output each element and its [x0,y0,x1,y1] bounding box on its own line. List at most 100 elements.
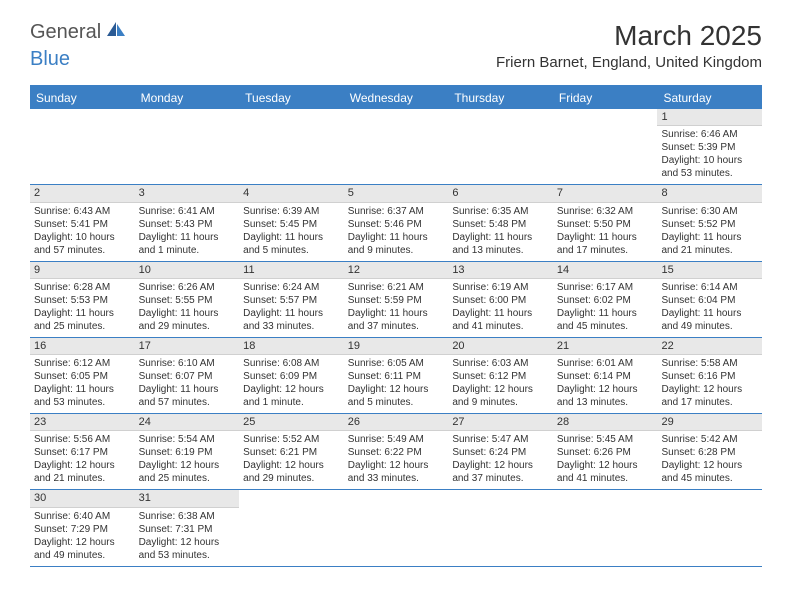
sunset-text: Sunset: 5:39 PM [661,141,758,154]
sunset-text: Sunset: 5:53 PM [34,294,131,307]
day-body: Sunrise: 6:28 AMSunset: 5:53 PMDaylight:… [30,279,135,337]
day-cell [448,490,553,565]
day-cell: 29Sunrise: 5:42 AMSunset: 6:28 PMDayligh… [657,414,762,489]
day-number: 10 [135,262,240,279]
day-body: Sunrise: 5:45 AMSunset: 6:26 PMDaylight:… [553,431,658,489]
day-cell: 11Sunrise: 6:24 AMSunset: 5:57 PMDayligh… [239,262,344,337]
header: General March 2025 Friern Barnet, Englan… [0,0,792,79]
sunrise-text: Sunrise: 5:58 AM [661,357,758,370]
sunset-text: Sunset: 6:17 PM [34,446,131,459]
daylight-text: Daylight: 12 hours and 17 minutes. [661,383,758,409]
sunrise-text: Sunrise: 6:38 AM [139,510,236,523]
day-cell: 10Sunrise: 6:26 AMSunset: 5:55 PMDayligh… [135,262,240,337]
location: Friern Barnet, England, United Kingdom [496,54,762,71]
day-cell: 17Sunrise: 6:10 AMSunset: 6:07 PMDayligh… [135,338,240,413]
daylight-text: Daylight: 12 hours and 25 minutes. [139,459,236,485]
week-row: 9Sunrise: 6:28 AMSunset: 5:53 PMDaylight… [30,262,762,338]
day-number: 9 [30,262,135,279]
daylight-text: Daylight: 10 hours and 57 minutes. [34,231,131,257]
day-cell: 26Sunrise: 5:49 AMSunset: 6:22 PMDayligh… [344,414,449,489]
day-cell: 13Sunrise: 6:19 AMSunset: 6:00 PMDayligh… [448,262,553,337]
sunrise-text: Sunrise: 6:35 AM [452,205,549,218]
day-cell: 19Sunrise: 6:05 AMSunset: 6:11 PMDayligh… [344,338,449,413]
sunset-text: Sunset: 6:19 PM [139,446,236,459]
daylight-text: Daylight: 11 hours and 37 minutes. [348,307,445,333]
sunrise-text: Sunrise: 5:47 AM [452,433,549,446]
daylight-text: Daylight: 11 hours and 5 minutes. [243,231,340,257]
sunrise-text: Sunrise: 6:19 AM [452,281,549,294]
day-cell: 15Sunrise: 6:14 AMSunset: 6:04 PMDayligh… [657,262,762,337]
sunset-text: Sunset: 6:00 PM [452,294,549,307]
day-number: 15 [657,262,762,279]
day-number: 21 [553,338,658,355]
day-body: Sunrise: 5:56 AMSunset: 6:17 PMDaylight:… [30,431,135,489]
daylight-text: Daylight: 11 hours and 33 minutes. [243,307,340,333]
sunrise-text: Sunrise: 6:26 AM [139,281,236,294]
sunset-text: Sunset: 5:46 PM [348,218,445,231]
daylight-text: Daylight: 11 hours and 53 minutes. [34,383,131,409]
sunrise-text: Sunrise: 5:54 AM [139,433,236,446]
day-header-monday: Monday [135,87,240,109]
sunrise-text: Sunrise: 6:05 AM [348,357,445,370]
day-cell [135,109,240,184]
daylight-text: Daylight: 12 hours and 37 minutes. [452,459,549,485]
sunset-text: Sunset: 6:04 PM [661,294,758,307]
sunrise-text: Sunrise: 6:03 AM [452,357,549,370]
sunrise-text: Sunrise: 5:56 AM [34,433,131,446]
day-body: Sunrise: 6:37 AMSunset: 5:46 PMDaylight:… [344,203,449,261]
sail-icon [105,20,127,44]
sunrise-text: Sunrise: 6:37 AM [348,205,445,218]
day-cell: 25Sunrise: 5:52 AMSunset: 6:21 PMDayligh… [239,414,344,489]
day-cell: 14Sunrise: 6:17 AMSunset: 6:02 PMDayligh… [553,262,658,337]
sunrise-text: Sunrise: 6:24 AM [243,281,340,294]
title-block: March 2025 Friern Barnet, England, Unite… [496,20,762,71]
sunset-text: Sunset: 6:16 PM [661,370,758,383]
day-body: Sunrise: 6:08 AMSunset: 6:09 PMDaylight:… [239,355,344,413]
daylight-text: Daylight: 11 hours and 57 minutes. [139,383,236,409]
sunset-text: Sunset: 5:50 PM [557,218,654,231]
week-row: 16Sunrise: 6:12 AMSunset: 6:05 PMDayligh… [30,338,762,414]
day-number: 31 [135,490,240,507]
day-body: Sunrise: 6:14 AMSunset: 6:04 PMDaylight:… [657,279,762,337]
day-cell: 8Sunrise: 6:30 AMSunset: 5:52 PMDaylight… [657,185,762,260]
sunset-text: Sunset: 6:12 PM [452,370,549,383]
sunset-text: Sunset: 6:02 PM [557,294,654,307]
day-body: Sunrise: 5:49 AMSunset: 6:22 PMDaylight:… [344,431,449,489]
sunrise-text: Sunrise: 6:01 AM [557,357,654,370]
day-cell: 5Sunrise: 6:37 AMSunset: 5:46 PMDaylight… [344,185,449,260]
sunset-text: Sunset: 6:07 PM [139,370,236,383]
daylight-text: Daylight: 12 hours and 29 minutes. [243,459,340,485]
sunset-text: Sunset: 6:21 PM [243,446,340,459]
sunset-text: Sunset: 5:43 PM [139,218,236,231]
daylight-text: Daylight: 11 hours and 9 minutes. [348,231,445,257]
day-number: 25 [239,414,344,431]
day-body: Sunrise: 5:58 AMSunset: 6:16 PMDaylight:… [657,355,762,413]
day-body: Sunrise: 6:39 AMSunset: 5:45 PMDaylight:… [239,203,344,261]
day-body: Sunrise: 6:19 AMSunset: 6:00 PMDaylight:… [448,279,553,337]
daylight-text: Daylight: 12 hours and 41 minutes. [557,459,654,485]
day-body: Sunrise: 5:42 AMSunset: 6:28 PMDaylight:… [657,431,762,489]
day-body: Sunrise: 6:35 AMSunset: 5:48 PMDaylight:… [448,203,553,261]
daylight-text: Daylight: 12 hours and 1 minute. [243,383,340,409]
day-body: Sunrise: 6:26 AMSunset: 5:55 PMDaylight:… [135,279,240,337]
day-number: 30 [30,490,135,507]
sunset-text: Sunset: 5:48 PM [452,218,549,231]
daylight-text: Daylight: 11 hours and 25 minutes. [34,307,131,333]
day-cell [239,490,344,565]
sunset-text: Sunset: 6:14 PM [557,370,654,383]
daylight-text: Daylight: 12 hours and 53 minutes. [139,536,236,562]
month-title: March 2025 [496,20,762,52]
day-number: 29 [657,414,762,431]
sunrise-text: Sunrise: 6:08 AM [243,357,340,370]
day-number: 23 [30,414,135,431]
daylight-text: Daylight: 11 hours and 49 minutes. [661,307,758,333]
daylight-text: Daylight: 12 hours and 9 minutes. [452,383,549,409]
day-cell: 16Sunrise: 6:12 AMSunset: 6:05 PMDayligh… [30,338,135,413]
day-number: 2 [30,185,135,202]
sunset-text: Sunset: 6:11 PM [348,370,445,383]
sunset-text: Sunset: 6:24 PM [452,446,549,459]
day-cell [553,490,658,565]
day-header-saturday: Saturday [657,87,762,109]
day-cell [448,109,553,184]
sunrise-text: Sunrise: 6:30 AM [661,205,758,218]
